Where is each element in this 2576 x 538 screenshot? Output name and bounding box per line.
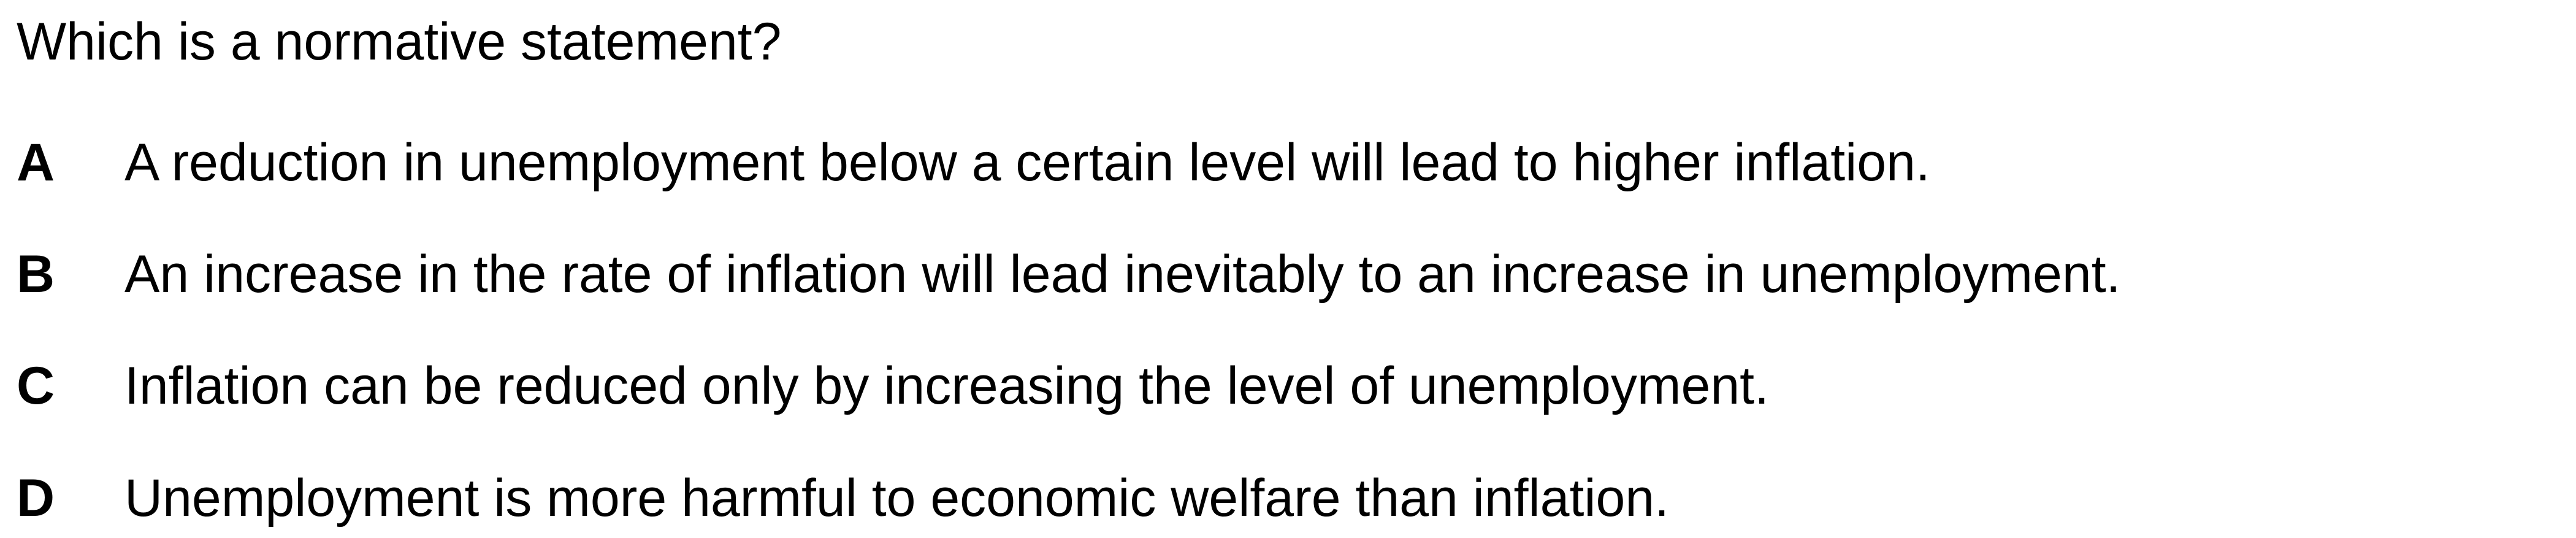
option-letter-c: C bbox=[17, 356, 55, 415]
option-c: C Inflation can be reduced only by incre… bbox=[0, 349, 2576, 423]
option-a: A A reduction in unemployment below a ce… bbox=[0, 126, 2576, 199]
option-letter-d: D bbox=[17, 469, 55, 528]
option-text-d: Unemployment is more harmful to economic… bbox=[124, 469, 1670, 528]
option-letter-a: A bbox=[17, 133, 55, 192]
option-text-c: Inflation can be reduced only by increas… bbox=[124, 356, 1769, 415]
option-text-a: A reduction in unemployment below a cert… bbox=[124, 133, 1930, 192]
question-text: Which is a normative statement? bbox=[17, 12, 782, 71]
option-text-b: An increase in the rate of inflation wil… bbox=[124, 245, 2121, 304]
option-b: B An increase in the rate of inflation w… bbox=[0, 237, 2576, 311]
option-d: D Unemployment is more harmful to econom… bbox=[0, 461, 2576, 535]
option-letter-b: B bbox=[17, 245, 55, 304]
